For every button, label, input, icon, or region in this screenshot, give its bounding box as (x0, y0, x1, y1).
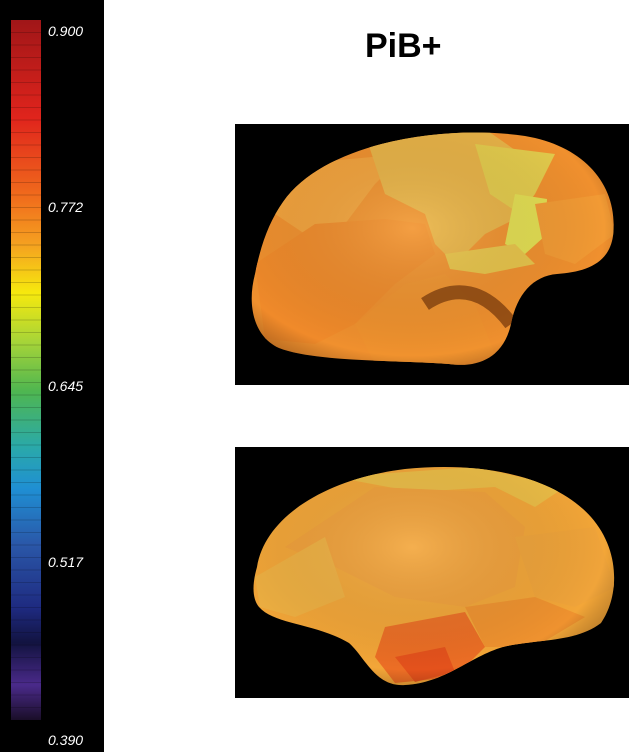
colorbar-tick-3: 0.645 (48, 378, 84, 394)
colorbar-tick-2: 0.772 (48, 199, 84, 215)
brain-surface-lateral (235, 124, 629, 385)
brain-surface-medial (235, 447, 629, 698)
colorbar-scale (11, 20, 41, 720)
colorbar-panel: 0.900 0.772 0.645 0.517 0.390 (0, 0, 104, 752)
colorbar-tick-min: 0.390 (48, 732, 84, 748)
page-title: PiB+ (365, 27, 442, 65)
colorbar-tick-4: 0.517 (48, 554, 84, 570)
colorbar-tick-max: 0.900 (48, 23, 84, 39)
